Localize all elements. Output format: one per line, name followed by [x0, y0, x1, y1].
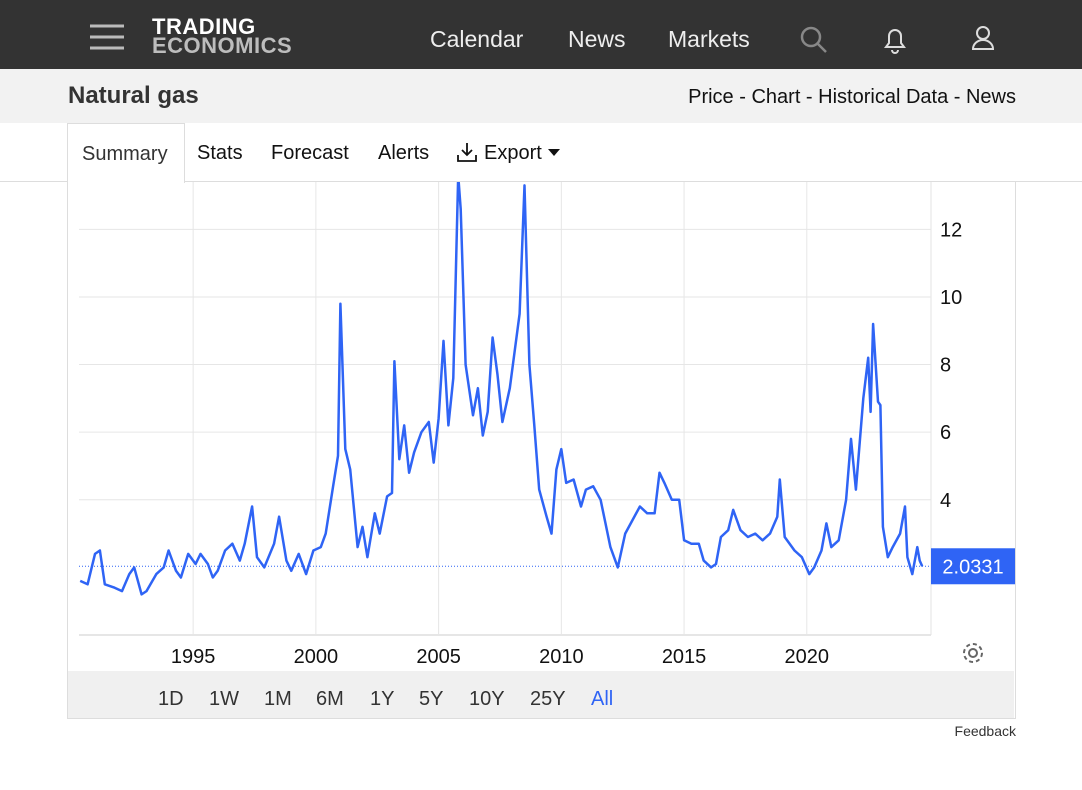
x-tick-label: 2010 — [539, 646, 584, 668]
last-value-label: 2.0331 — [942, 556, 1003, 578]
range-button[interactable]: 10Y — [469, 688, 505, 710]
range-button[interactable]: 6M — [316, 688, 344, 710]
logo[interactable]: TRADING ECONOMICS — [152, 14, 293, 58]
range-button[interactable]: 1D — [158, 688, 184, 710]
tab[interactable]: Export — [484, 142, 542, 164]
tab-label: Summary — [82, 143, 168, 165]
range-button[interactable]: 5Y — [419, 688, 444, 710]
nav-link[interactable]: Markets — [668, 26, 750, 52]
tab[interactable]: Stats — [197, 142, 243, 164]
nav-bar: TRADING ECONOMICS Calendar News Markets — [0, 0, 1082, 69]
chart-box — [67, 182, 1016, 719]
header-link[interactable]: News — [965, 86, 1016, 108]
header-link[interactable]: Historical Data — [818, 86, 949, 108]
range-bar — [68, 671, 1014, 718]
range-button[interactable]: 25Y — [530, 688, 566, 710]
title-band — [0, 69, 1082, 123]
tab[interactable]: Alerts — [378, 142, 430, 164]
x-tick-label: 1995 — [171, 646, 216, 668]
plot-area — [79, 182, 924, 596]
header-links: Price - Chart - Historical Data - News — [688, 86, 1016, 109]
range-button[interactable]: 1W — [209, 688, 239, 710]
price-line — [79, 182, 924, 596]
last-value-box — [931, 548, 1015, 585]
range-button[interactable]: All — [591, 688, 614, 710]
dropdown-caret — [548, 149, 560, 156]
y-tick-label: 10 — [940, 287, 962, 309]
page-title: Natural gas — [68, 82, 199, 109]
bell-icon[interactable] — [884, 29, 906, 54]
user-icon[interactable] — [971, 26, 995, 50]
menu-icon[interactable] — [90, 24, 124, 50]
header-link[interactable]: Chart — [751, 86, 801, 108]
y-tick-label: 4 — [940, 490, 951, 512]
separator: - — [800, 86, 819, 108]
separator: - — [733, 86, 752, 108]
x-tick-label: 2020 — [785, 646, 830, 668]
header-link[interactable]: Price — [688, 86, 734, 108]
separator: - — [948, 86, 966, 108]
tab[interactable]: Forecast — [271, 142, 349, 164]
export-icon — [457, 143, 477, 162]
logo-line: TRADING — [152, 14, 256, 39]
y-tick-label: 12 — [940, 219, 962, 241]
x-tick-label: 2015 — [662, 646, 707, 668]
range-button[interactable]: 1Y — [370, 688, 395, 710]
x-tick-label: 2005 — [416, 646, 461, 668]
nav-icons — [90, 24, 995, 54]
search-icon[interactable] — [800, 26, 827, 53]
range-button[interactable]: 1M — [264, 688, 292, 710]
y-tick-label: 6 — [940, 422, 951, 444]
tab-active[interactable]: Summary — [67, 123, 185, 183]
x-tick-label: 2000 — [294, 646, 339, 668]
feedback-link[interactable]: Feedback — [954, 723, 1016, 739]
nav-link[interactable]: News — [568, 26, 626, 52]
settings-icon[interactable] — [963, 643, 983, 663]
y-tick-label: 8 — [940, 355, 951, 377]
nav-link[interactable]: Calendar — [430, 26, 524, 52]
logo-line: ECONOMICS — [152, 33, 293, 58]
